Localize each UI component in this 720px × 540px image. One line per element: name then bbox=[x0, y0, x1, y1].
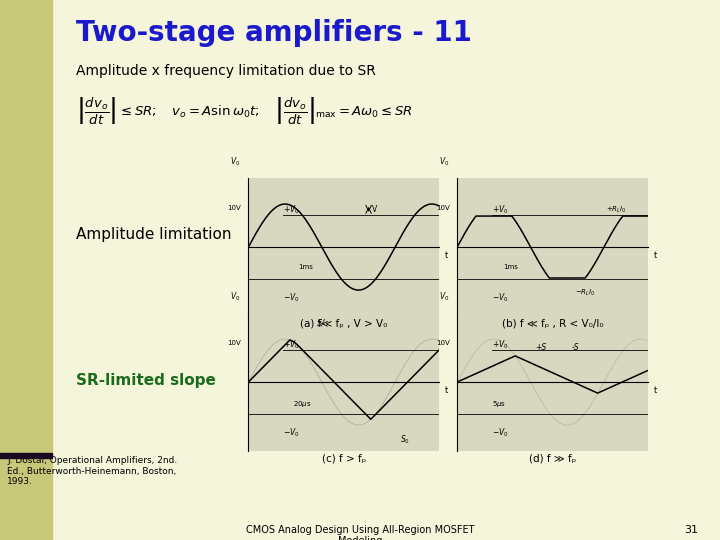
Text: J. Dostál, Operational Amplifiers, 2nd.
Ed., Butterworth-Heinemann, Boston,
1993: J. Dostál, Operational Amplifiers, 2nd. … bbox=[7, 456, 177, 486]
Text: 10V: 10V bbox=[227, 206, 240, 212]
Text: 31: 31 bbox=[685, 525, 698, 535]
Text: V: V bbox=[372, 205, 378, 214]
Text: 1ms: 1ms bbox=[503, 264, 518, 269]
Text: $+R_LI_0$: $+R_LI_0$ bbox=[606, 205, 626, 215]
Text: $+V_0$: $+V_0$ bbox=[283, 204, 300, 216]
Text: S/: S/ bbox=[317, 319, 325, 327]
Text: -S: -S bbox=[572, 343, 580, 352]
Text: (d) f ≫ fₚ: (d) f ≫ fₚ bbox=[529, 454, 576, 464]
Text: 10V: 10V bbox=[436, 341, 449, 347]
Text: SR-limited slope: SR-limited slope bbox=[76, 373, 215, 388]
Text: t: t bbox=[445, 251, 448, 260]
Text: $-V_0$: $-V_0$ bbox=[283, 292, 300, 304]
Text: 10V: 10V bbox=[436, 206, 449, 212]
Text: CMOS Analog Design Using All-Region MOSFET
Modeling: CMOS Analog Design Using All-Region MOSF… bbox=[246, 525, 474, 540]
Text: $+V_0$: $+V_0$ bbox=[283, 339, 300, 351]
Text: $S_0$: $S_0$ bbox=[400, 434, 410, 446]
Text: 20$\mu$s: 20$\mu$s bbox=[292, 399, 311, 409]
Text: $-R_LI_0$: $-R_LI_0$ bbox=[575, 287, 596, 298]
Text: $V_0$: $V_0$ bbox=[230, 156, 240, 168]
Text: Amplitude x frequency limitation due to SR: Amplitude x frequency limitation due to … bbox=[76, 64, 375, 78]
Text: $+V_0$: $+V_0$ bbox=[492, 204, 508, 216]
Text: $V_0$: $V_0$ bbox=[439, 291, 449, 303]
Text: t: t bbox=[654, 251, 657, 260]
Text: $\left|\dfrac{dv_o}{dt}\right| \leq SR;\quadv_o = A\sin\omega_0 t;\quad\left|\df: $\left|\dfrac{dv_o}{dt}\right| \leq SR;\… bbox=[76, 94, 413, 125]
Text: $-V_0$: $-V_0$ bbox=[492, 292, 508, 304]
Text: 1ms: 1ms bbox=[298, 264, 313, 269]
Text: Amplitude limitation: Amplitude limitation bbox=[76, 227, 231, 242]
Text: 5$\mu$s: 5$\mu$s bbox=[492, 399, 506, 409]
Text: (a) f≪ fₚ , V > V₀: (a) f≪ fₚ , V > V₀ bbox=[300, 319, 387, 329]
Text: 10V: 10V bbox=[227, 341, 240, 347]
Text: (b) f ≪ fₚ , R < V₀/I₀: (b) f ≪ fₚ , R < V₀/I₀ bbox=[502, 319, 603, 329]
Text: $-V_0$: $-V_0$ bbox=[283, 427, 300, 439]
Text: (c) f > fₚ: (c) f > fₚ bbox=[322, 454, 366, 464]
Text: t: t bbox=[654, 386, 657, 395]
Text: $-V_0$: $-V_0$ bbox=[492, 427, 508, 439]
Text: t: t bbox=[445, 386, 448, 395]
Text: $V_0$: $V_0$ bbox=[230, 291, 240, 303]
Text: $V_0$: $V_0$ bbox=[439, 156, 449, 168]
Text: $+V_0$: $+V_0$ bbox=[492, 339, 508, 351]
Text: Two-stage amplifiers - 11: Two-stage amplifiers - 11 bbox=[76, 19, 472, 47]
Text: +S: +S bbox=[536, 343, 546, 352]
